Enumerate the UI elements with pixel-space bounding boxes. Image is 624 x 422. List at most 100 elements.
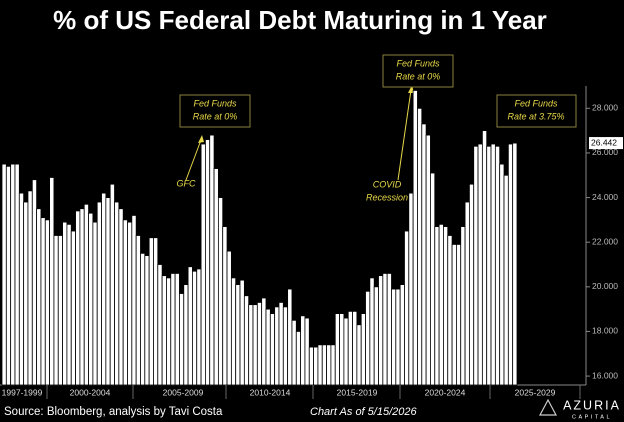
bar	[421, 123, 427, 386]
bar	[14, 163, 20, 386]
bar	[468, 183, 475, 386]
bar	[256, 302, 263, 386]
bar	[217, 197, 224, 386]
bar	[382, 273, 388, 386]
period-label: 2005-2009	[163, 387, 204, 397]
annotation: Fed Funds	[193, 98, 237, 108]
bar	[27, 190, 33, 386]
bar	[365, 290, 371, 386]
bar	[494, 145, 501, 386]
bar	[391, 288, 397, 386]
bar	[287, 288, 293, 386]
bar	[274, 306, 280, 386]
bar	[53, 235, 59, 386]
bar	[417, 107, 423, 386]
bar	[70, 230, 76, 386]
bar	[265, 308, 271, 386]
bar	[456, 244, 462, 386]
bar	[499, 163, 505, 386]
bar	[209, 134, 215, 386]
chart-title: % of US Federal Debt Maturing in 1 Year	[53, 5, 547, 35]
bar	[166, 277, 172, 386]
bar	[313, 346, 319, 386]
bar	[44, 219, 51, 386]
bar	[425, 134, 431, 386]
bar	[105, 197, 111, 386]
bar	[304, 317, 310, 386]
bar	[360, 313, 366, 386]
bar	[334, 313, 340, 386]
annotation-box	[179, 94, 251, 128]
y-tick-label: 16.000	[592, 370, 618, 380]
bar	[127, 221, 133, 386]
bar	[118, 208, 124, 386]
bar	[83, 203, 89, 386]
bar	[438, 223, 444, 386]
annotation: Rate at 0%	[396, 71, 441, 81]
y-tick-label: 22.000	[592, 236, 618, 246]
bar	[460, 226, 466, 386]
logo-sub: CAPITAL	[572, 414, 612, 420]
bar	[92, 221, 98, 386]
bar	[464, 201, 470, 386]
arrow	[185, 139, 202, 181]
bar	[5, 165, 12, 386]
period-label: 2015-2019	[337, 387, 378, 397]
bar	[192, 270, 198, 386]
arrow-head	[198, 135, 204, 143]
bar	[443, 226, 449, 386]
bar	[317, 344, 323, 386]
bar	[473, 145, 479, 386]
bar	[386, 273, 392, 386]
bar	[187, 266, 193, 386]
bar	[205, 139, 211, 386]
bar	[399, 284, 405, 386]
bar	[291, 319, 297, 386]
annotation: Recession	[366, 192, 408, 202]
bar	[481, 130, 488, 386]
annotation: GFC	[177, 178, 196, 188]
bar	[477, 143, 483, 386]
y-tick-label: 24.000	[592, 192, 618, 202]
bar	[330, 344, 336, 386]
y-tick-label: 20.000	[592, 281, 618, 291]
bar	[23, 201, 29, 386]
bar	[356, 324, 362, 386]
bar	[235, 284, 241, 386]
bar	[101, 192, 107, 386]
bar	[326, 344, 332, 386]
arrow	[397, 89, 412, 181]
last-value-label: 26.442	[591, 137, 617, 147]
bar	[31, 179, 38, 386]
bar	[447, 235, 453, 386]
bar	[114, 201, 120, 386]
bar	[373, 286, 379, 386]
source: Source: Bloomberg, analysis by Tavi Cost…	[4, 406, 223, 418]
bar	[49, 177, 55, 386]
bar	[1, 163, 7, 386]
bar	[75, 210, 81, 386]
bar	[369, 277, 375, 386]
annotation: COVID	[373, 179, 402, 189]
bar	[183, 284, 189, 386]
bar	[88, 212, 94, 386]
annotation: Rate at 0%	[193, 111, 238, 121]
bar	[109, 183, 115, 386]
bar	[239, 279, 245, 386]
bar	[347, 310, 353, 386]
period-label: 2020-2024	[425, 387, 466, 397]
bar	[122, 219, 128, 386]
bar	[434, 226, 440, 386]
annotation: Fed Funds	[514, 98, 558, 108]
bar	[486, 145, 492, 386]
annotation: Fed Funds	[396, 58, 440, 68]
bar	[40, 217, 46, 386]
bar	[343, 317, 349, 386]
logo-icon	[539, 398, 557, 416]
bar	[408, 192, 414, 386]
bar	[153, 237, 159, 386]
y-tick-label: 28.000	[592, 103, 618, 113]
bar	[10, 163, 16, 386]
bar	[269, 313, 276, 386]
